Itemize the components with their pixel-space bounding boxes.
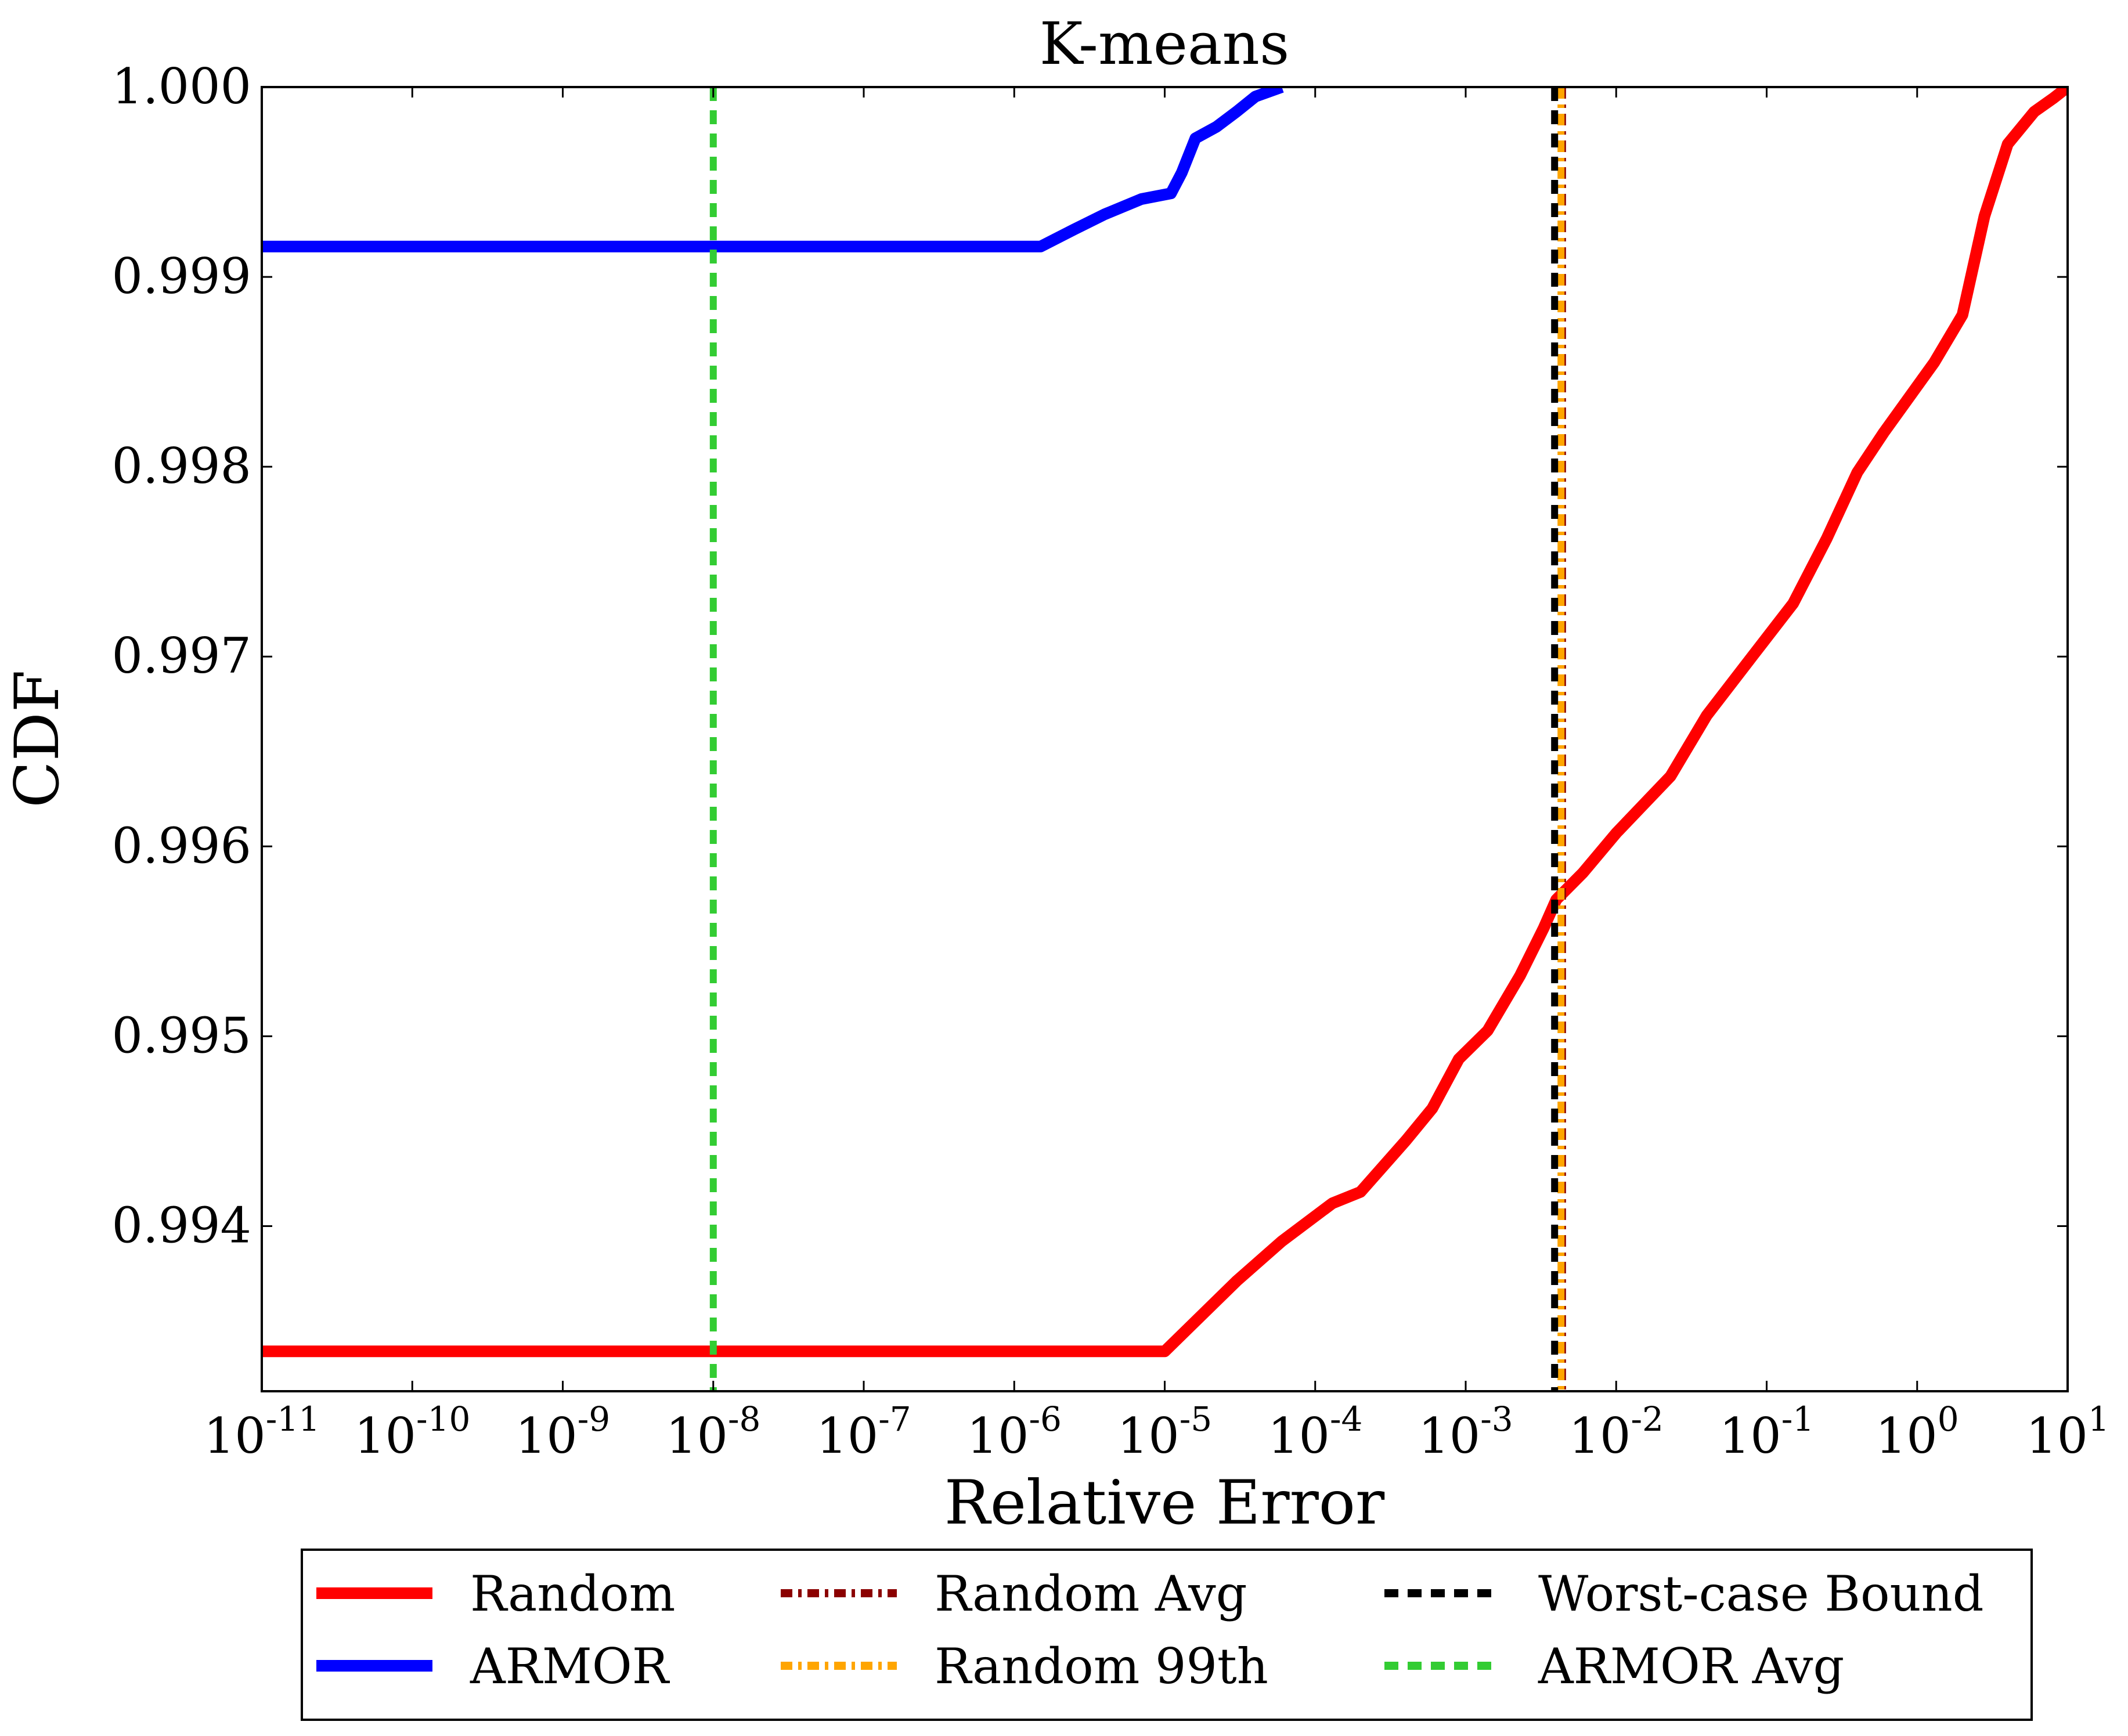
legend-label-random-avg: Random Avg [935, 1565, 1247, 1622]
x-tick-label: 10-11 [204, 1399, 320, 1464]
x-tick-label: 10-3 [1418, 1399, 1513, 1464]
x-tick-label: 10-2 [1569, 1399, 1664, 1464]
x-tick-label: 10-7 [816, 1399, 911, 1464]
x-tick-label: 10-6 [967, 1399, 1062, 1464]
x-tick-label: 101 [2026, 1399, 2109, 1464]
series-layer [262, 87, 2068, 1391]
series-line-armor [262, 87, 1284, 252]
legend-label-armor-avg: ARMOR Avg [1538, 1638, 1844, 1695]
legend-label-random: Random [470, 1565, 675, 1622]
legend-label-random-99th: Random 99th [935, 1638, 1268, 1695]
legend: Random ARMOR Random Avg Random 99th Worst-ca… [301, 1549, 2033, 1721]
plot-frame [261, 86, 2069, 1392]
y-tick-label: 1.000 [112, 58, 251, 115]
y-axis: 0.994 0.995 0.996 0.997 0.998 0.999 1.000 [112, 58, 2068, 1254]
y-tick-label: 0.998 [112, 438, 251, 495]
y-tick-label: 0.994 [112, 1197, 251, 1254]
x-tick-label: 100 [1875, 1399, 1959, 1464]
x-tick-label: 10-5 [1117, 1399, 1212, 1464]
x-tick-label: 10-1 [1719, 1399, 1814, 1464]
legend-label-worst-case-bound: Worst-case Bound [1538, 1565, 1984, 1622]
legend-frame [301, 1549, 2033, 1721]
x-axis-label: Relative Error [944, 1467, 1385, 1538]
y-tick-label: 0.999 [112, 248, 251, 305]
y-tick-label: 0.997 [112, 627, 251, 684]
x-tick-label: 10-10 [354, 1399, 470, 1464]
legend-label-armor: ARMOR [470, 1638, 670, 1695]
x-tick-label: 10-4 [1268, 1399, 1362, 1464]
y-tick-label: 0.995 [112, 1007, 251, 1064]
chart-title: K-means [1040, 10, 1290, 78]
x-axis: 10-11 10-10 10-9 10-8 10-7 10-6 10-5 10-4 10-3 10… [204, 87, 2109, 1464]
series-line-random [262, 87, 2068, 1358]
y-axis-label: CDF [2, 670, 73, 807]
x-tick-label: 10-8 [666, 1399, 760, 1464]
x-tick-label: 10-9 [515, 1399, 610, 1464]
y-tick-label: 0.996 [112, 817, 251, 874]
